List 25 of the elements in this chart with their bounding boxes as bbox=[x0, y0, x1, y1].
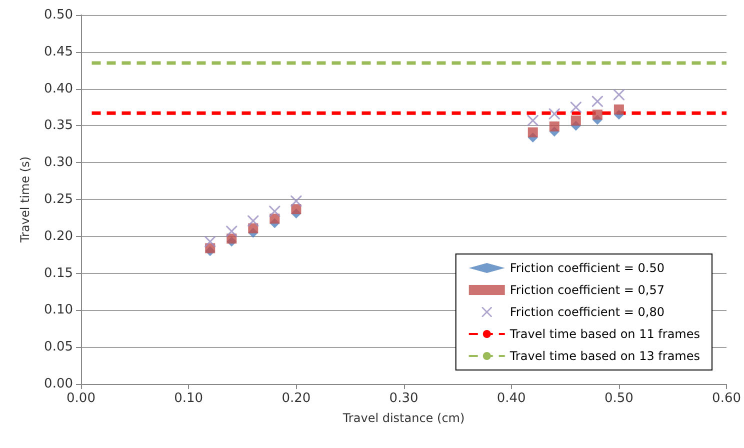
y-tick-label: 0.45 bbox=[44, 44, 73, 60]
y-tick-label: 0.25 bbox=[44, 192, 73, 207]
x-axis-title: Travel distance (cm) bbox=[342, 411, 465, 425]
y-tick-label: 0.10 bbox=[44, 302, 73, 318]
y-tick-label: 0.35 bbox=[44, 118, 73, 134]
x-tick-label: 0.40 bbox=[496, 391, 526, 406]
y-tick-label: 0.00 bbox=[44, 376, 73, 392]
legend-label: Travel time based on 13 frames bbox=[508, 349, 700, 363]
y-tick-label: 0.50 bbox=[44, 8, 73, 22]
x-tick-label: 0.00 bbox=[66, 391, 96, 406]
x-tick-label: 0.30 bbox=[389, 391, 418, 406]
x-tick-label: 0.20 bbox=[282, 391, 311, 406]
y-tick-label: 0.05 bbox=[44, 340, 73, 355]
legend-label: Friction coefficient = 0,80 bbox=[510, 305, 665, 319]
y-tick-label: 0.15 bbox=[44, 266, 73, 281]
x-tick-label: 0.50 bbox=[604, 391, 634, 406]
y-tick-label: 0.40 bbox=[44, 81, 73, 96]
x-tick-label: 0.60 bbox=[712, 391, 742, 406]
y-tick-label: 0.20 bbox=[44, 228, 73, 244]
y-tick-label: 0.30 bbox=[44, 155, 73, 170]
legend-label: Friction coefficient = 0,57 bbox=[510, 283, 665, 297]
legend-label: Travel time based on 11 frames bbox=[508, 327, 700, 341]
y-axis-title: Travel time (s) bbox=[18, 156, 32, 244]
x-tick-label: 0.10 bbox=[174, 391, 204, 406]
legend-label: Friction coefficient = 0.50 bbox=[510, 261, 665, 275]
